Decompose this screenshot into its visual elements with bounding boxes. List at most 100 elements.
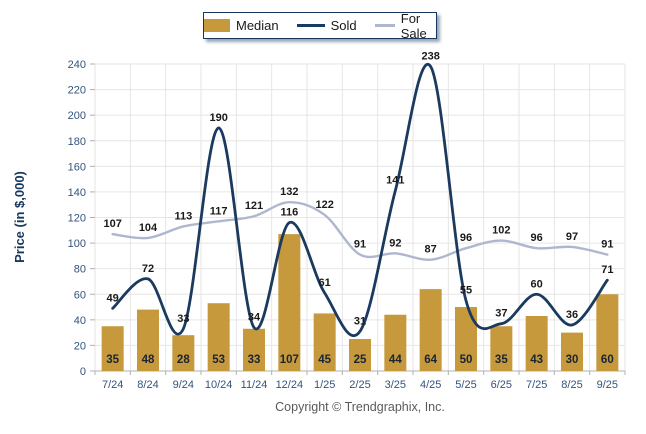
median-bar-value-label: 50 <box>460 354 473 366</box>
median-bar <box>172 335 195 371</box>
median-bar-value-label: 48 <box>142 354 155 366</box>
x-tick-label: 5/25 <box>455 379 476 391</box>
sold-line-value-label: 141 <box>386 175 404 187</box>
median-bar <box>490 326 513 371</box>
sold-line-value-label: 34 <box>248 312 261 324</box>
x-tick-label: 6/25 <box>491 379 512 391</box>
median-bar-value-label: 30 <box>566 354 579 366</box>
median-bar-value-label: 43 <box>530 354 543 366</box>
median-bar-value-label: 45 <box>318 354 331 366</box>
median-bar-value-label: 60 <box>601 354 614 366</box>
median-bar <box>101 326 124 371</box>
forsale-line-value-label: 121 <box>245 200 263 212</box>
legend-item-forsale: For Sale <box>374 10 436 41</box>
y-tick-label: 100 <box>68 238 86 250</box>
y-tick-label: 200 <box>68 110 86 122</box>
legend-label-forsale: For Sale <box>400 10 427 41</box>
x-tick-label: 8/25 <box>561 379 582 391</box>
legend-label-median: Median <box>236 18 279 33</box>
forsale-line: 107 104 113 117 121 132 122 91 92 87 96 102 96 97 91 <box>103 186 613 261</box>
sold-line-value-label: 60 <box>531 278 543 290</box>
x-tick-label: 4/25 <box>420 379 441 391</box>
forsale-line-value-label: 91 <box>354 239 366 251</box>
legend-item-sold: Sold <box>296 18 357 33</box>
forsale-line-value-label: 104 <box>139 222 158 234</box>
y-tick-label: 140 <box>68 187 86 199</box>
x-tick-label: 10/24 <box>205 379 233 391</box>
forsale-line-value-label: 132 <box>280 186 298 198</box>
median-bar-value-label: 28 <box>177 354 190 366</box>
sold-line-value-label: 190 <box>209 112 227 124</box>
y-tick-label: 60 <box>74 289 86 301</box>
median-bars: 35 48 28 53 33 107 45 25 44 64 50 35 43 30 60 <box>101 234 619 371</box>
sold-line-swatch-icon <box>296 24 325 27</box>
median-bar-value-label: 35 <box>495 354 508 366</box>
y-tick-label: 160 <box>68 161 86 173</box>
median-bar <box>525 315 548 371</box>
legend-item-median: Median <box>204 18 279 33</box>
y-tick-label: 180 <box>68 136 86 148</box>
x-tick-label: 1/25 <box>314 379 335 391</box>
sold-line-value-label: 72 <box>142 263 154 275</box>
median-bar-value-label: 107 <box>280 354 299 366</box>
sold-line-path <box>111 62 609 338</box>
median-bar <box>561 332 583 371</box>
sold-line-value-label: 55 <box>460 285 472 297</box>
x-tick-label: 9/24 <box>173 379 194 391</box>
x-tick-label: 8/24 <box>137 379 158 391</box>
x-tick-label: 7/24 <box>102 379 123 391</box>
x-tick-label: 3/25 <box>385 379 406 391</box>
y-tick-label: 220 <box>68 85 86 97</box>
y-tick-label: 240 <box>68 59 86 71</box>
sold-line-value-label: 49 <box>107 292 119 304</box>
median-bar <box>596 294 619 371</box>
median-bar <box>384 314 407 371</box>
median-bar-value-label: 64 <box>424 354 437 366</box>
x-tick-label: 2/25 <box>349 379 370 391</box>
sold-line-value-label: 37 <box>495 308 507 320</box>
axis-labels: 0 20 40 60 80 100 120 140 160 180 200 220 240 7/24 8/2… <box>12 59 618 391</box>
forsale-line-value-label: 87 <box>425 244 437 256</box>
x-tick-label: 9/25 <box>597 379 618 391</box>
forsale-line-value-label: 96 <box>531 232 543 244</box>
y-tick-label: 120 <box>68 213 86 225</box>
legend-label-sold: Sold <box>330 18 357 33</box>
median-bar-value-label: 44 <box>389 354 402 366</box>
sold-line-value-label: 238 <box>421 51 439 63</box>
median-bar-value-label: 33 <box>248 354 261 366</box>
sold-line-value-label: 116 <box>280 207 298 219</box>
forsale-line-value-label: 102 <box>492 225 510 237</box>
y-tick-label: 40 <box>74 315 86 327</box>
y-tick-label: 80 <box>74 264 86 276</box>
forsale-line-value-label: 96 <box>460 232 472 244</box>
y-tick-label: 20 <box>74 340 86 352</box>
median-bar <box>207 303 230 371</box>
chart-legend: Median Sold For Sale <box>203 10 437 41</box>
forsale-line-value-label: 107 <box>103 218 121 230</box>
median-bar <box>278 234 301 371</box>
median-bar <box>455 307 477 371</box>
sold-line-value-label: 61 <box>319 277 331 289</box>
forsale-line-path <box>111 200 609 261</box>
median-bar-value-label: 53 <box>212 354 225 366</box>
x-tick-label: 11/24 <box>241 379 268 391</box>
forsale-line-value-label: 97 <box>566 231 578 243</box>
y-axis-title: Price (in $,000) <box>12 171 27 263</box>
median-bar <box>313 313 336 371</box>
copyright-text: Copyright © Trendgraphix, Inc. <box>275 400 445 414</box>
forsale-line-swatch-icon <box>374 24 395 27</box>
median-bar <box>419 289 442 371</box>
median-bar-value-label: 25 <box>354 354 367 366</box>
median-bar-value-label: 35 <box>106 354 119 366</box>
x-tick-label: 12/24 <box>276 379 304 391</box>
median-bar <box>243 328 265 371</box>
sold-line-value-label: 36 <box>566 309 578 321</box>
forsale-line-value-label: 91 <box>601 239 613 251</box>
forsale-line-value-label: 113 <box>174 210 192 222</box>
sold-line: 49 72 33 190 34 116 61 31 141 238 55 37 60 36 71 <box>107 51 613 338</box>
forsale-line-value-label: 122 <box>315 199 333 211</box>
median-bar-swatch-icon <box>204 19 230 32</box>
forsale-line-value-label: 92 <box>389 237 401 249</box>
